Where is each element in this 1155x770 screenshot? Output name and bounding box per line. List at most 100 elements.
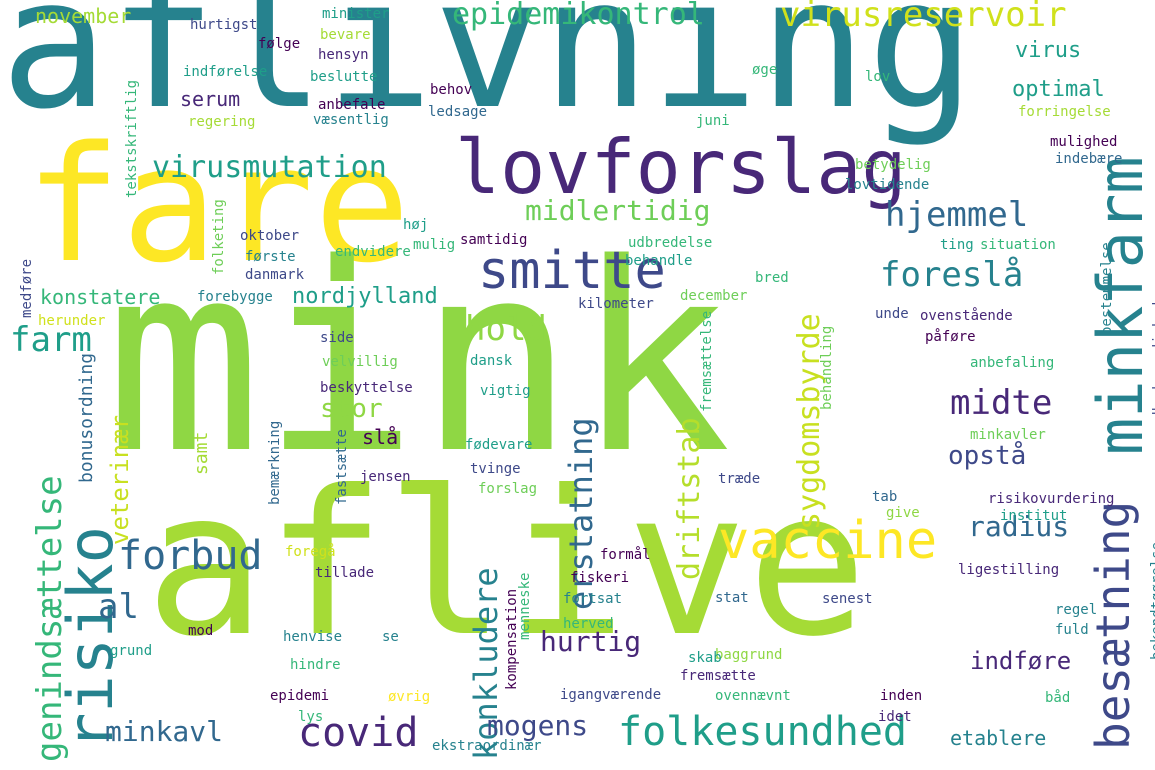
- cloud-word: ovenstående: [920, 308, 1013, 324]
- cloud-word: lovtidende: [845, 177, 930, 193]
- cloud-word: vigtig: [480, 383, 531, 399]
- cloud-word: december: [680, 288, 748, 304]
- cloud-word: bestemmelse: [1099, 242, 1115, 335]
- cloud-word: betydelig: [855, 157, 931, 173]
- cloud-word: høj: [403, 217, 429, 233]
- cloud-word: udbredelse: [628, 235, 713, 251]
- cloud-word: optimal: [1012, 77, 1105, 102]
- cloud-word: fastsætte: [334, 429, 350, 505]
- cloud-word: fare: [25, 111, 411, 298]
- cloud-word: inden: [880, 688, 923, 704]
- cloud-word: epidemi: [270, 688, 330, 704]
- cloud-word: indføre: [970, 647, 1072, 675]
- cloud-word: første: [245, 249, 296, 265]
- cloud-word: endvidere: [335, 244, 411, 260]
- cloud-word: besætning: [1086, 500, 1140, 750]
- cloud-word: herunder: [38, 313, 106, 329]
- cloud-word: radius: [968, 510, 1070, 543]
- cloud-word: midlertidig: [525, 194, 711, 227]
- cloud-word: menneske: [517, 572, 533, 640]
- cloud-word: aflive: [145, 448, 868, 681]
- cloud-word: minkavl: [105, 715, 224, 748]
- cloud-word: aflivning: [0, 0, 976, 149]
- cloud-word: unde: [875, 306, 909, 322]
- cloud-word: igangværende: [560, 687, 662, 703]
- cloud-word: tekstskriftlig: [124, 79, 140, 198]
- cloud-word: ligestilling: [958, 562, 1060, 578]
- cloud-word: regel: [1055, 602, 1098, 618]
- cloud-word: virus: [1015, 38, 1082, 63]
- cloud-word: forringelse: [1018, 104, 1111, 120]
- cloud-word: al: [98, 587, 139, 627]
- cloud-word: fremsættelse: [699, 310, 715, 412]
- cloud-word: dansk: [470, 353, 513, 369]
- cloud-word: påføre: [925, 329, 976, 345]
- cloud-word: anbefaling: [970, 355, 1055, 371]
- cloud-word: behandling: [819, 325, 835, 410]
- cloud-word: fortsat: [563, 591, 623, 607]
- cloud-word: medføre: [19, 258, 35, 318]
- cloud-word: øge: [752, 62, 778, 78]
- cloud-word: ekstraordinær: [432, 738, 542, 754]
- cloud-word: behandle: [625, 253, 693, 269]
- cloud-word: bekendtgørelse: [1149, 541, 1155, 660]
- cloud-word: øvrig: [388, 689, 431, 705]
- cloud-word: velvillig: [322, 354, 398, 370]
- cloud-word: mogens: [487, 709, 589, 742]
- cloud-word: indebære: [1055, 151, 1123, 167]
- cloud-word: give: [886, 505, 920, 521]
- cloud-word: båd: [1045, 690, 1071, 706]
- cloud-word: samt: [191, 431, 212, 475]
- cloud-word: november: [35, 4, 132, 28]
- cloud-word: hindre: [290, 657, 341, 673]
- cloud-word: beskyttelse: [320, 380, 413, 396]
- cloud-word: side: [320, 330, 354, 346]
- cloud-word: nordjylland: [292, 284, 438, 309]
- cloud-word: henvise: [283, 629, 343, 645]
- cloud-word: fødevare: [465, 437, 533, 453]
- cloud-word: følge: [258, 36, 301, 52]
- cloud-word: veterinær: [106, 414, 134, 545]
- cloud-word: beslutte: [310, 69, 378, 85]
- cloud-word: ting: [940, 237, 974, 253]
- cloud-word: træde: [718, 471, 761, 487]
- cloud-word: mod: [188, 623, 214, 639]
- cloud-word: se: [382, 629, 399, 645]
- cloud-word: virusreservoir: [780, 0, 1067, 35]
- cloud-word: opstå: [948, 441, 1027, 471]
- cloud-word: driftstab: [672, 417, 707, 580]
- cloud-word: etablere: [950, 726, 1047, 750]
- cloud-word: oktober: [240, 228, 300, 244]
- cloud-word: foreslå: [880, 255, 1024, 295]
- cloud-word: danmark: [245, 267, 305, 283]
- cloud-word: minkavler: [970, 427, 1046, 443]
- cloud-word: hurtigst: [190, 17, 258, 33]
- cloud-word: bonusordning: [76, 352, 97, 483]
- cloud-word: ledsage: [428, 104, 488, 120]
- cloud-word: lovforslag: [455, 123, 907, 211]
- cloud-word: kilometer: [578, 296, 654, 312]
- cloud-word: epidemikontrol: [452, 0, 705, 32]
- cloud-word: indførelse: [183, 64, 268, 80]
- cloud-word: ovennævnt: [715, 688, 791, 704]
- cloud-word: forslag: [478, 481, 538, 497]
- cloud-word: bred: [755, 270, 789, 286]
- cloud-word: anbefale: [318, 97, 386, 113]
- cloud-word: virusmutation: [152, 150, 387, 185]
- cloud-word: bevare: [320, 27, 371, 43]
- cloud-word: fuld: [1055, 622, 1089, 638]
- cloud-word: slå: [362, 425, 399, 449]
- cloud-word: foregå: [285, 544, 336, 560]
- cloud-word: mulighed: [1050, 134, 1118, 150]
- cloud-word: risikovurdering: [988, 491, 1115, 507]
- cloud-word: grund: [110, 643, 153, 659]
- cloud-word: fiskeri: [570, 570, 630, 586]
- cloud-word: kompensation: [504, 588, 520, 690]
- cloud-word: juni: [696, 113, 730, 129]
- cloud-word: tillade: [315, 565, 375, 581]
- cloud-word: tab: [872, 489, 898, 505]
- cloud-word: jensen: [360, 469, 411, 485]
- cloud-word: institut: [1000, 508, 1068, 524]
- cloud-word: serum: [180, 87, 241, 111]
- cloud-word: konstatere: [40, 285, 161, 309]
